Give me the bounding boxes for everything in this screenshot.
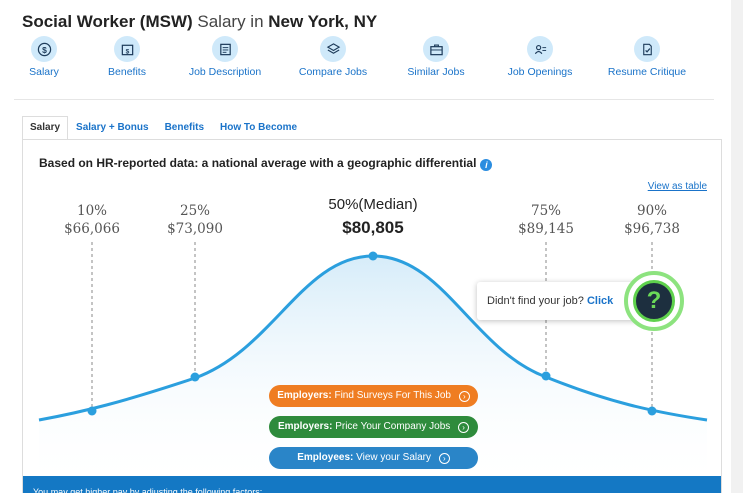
document-icon (212, 36, 238, 62)
p25-label: 25% (180, 203, 210, 219)
arrow-right-icon: › (438, 453, 450, 464)
tab-salary[interactable]: Salary (22, 116, 69, 140)
salary-distribution-chart: 10% $66,066 25% $73,090 50%(Median) $80,… (38, 196, 708, 490)
p90-value: $96,738 (624, 221, 680, 237)
nav-compare-jobs-label: Compare Jobs (298, 66, 368, 78)
p90-label: 90% (637, 203, 667, 219)
view-salary-text: View your Salary (356, 452, 431, 463)
dollar-icon: $ (31, 36, 57, 62)
p25-value: $73,090 (167, 221, 223, 237)
briefcase-icon (423, 36, 449, 62)
question-mark-icon: ? (633, 280, 675, 322)
price-jobs-bold: Employers: (277, 421, 333, 432)
p75-label: 75% (531, 203, 561, 219)
salary-tabs: Salary Salary + Bonus Benefits How To Be… (22, 116, 305, 140)
svg-text:$: $ (125, 48, 129, 55)
nav-resume-critique-label: Resume Critique (607, 66, 687, 78)
job-title: Social Worker (MSW) (22, 12, 193, 31)
svg-text:$: $ (42, 44, 47, 54)
nav-benefits[interactable]: $ Benefits (77, 36, 177, 79)
resume-check-icon (634, 36, 660, 62)
median-value: $80,805 (342, 218, 403, 237)
gift-icon: $ (114, 36, 140, 62)
popup-text: Didn't find your job? (487, 295, 584, 307)
find-surveys-bold: Employers: (277, 390, 332, 401)
nav-job-openings[interactable]: Job Openings (490, 36, 590, 79)
median-label: 50%(Median) (328, 196, 417, 213)
p10-label: 10% (77, 203, 107, 219)
nav-job-openings-label: Job Openings (507, 66, 573, 78)
nav-job-description-label: Job Description (188, 66, 262, 78)
location-text: New York, NY (268, 12, 378, 31)
p75-value: $89,145 (518, 221, 574, 237)
salary-in-text: Salary in (197, 12, 264, 31)
find-surveys-text: Find Surveys For This Job (334, 390, 451, 401)
median-point (368, 251, 378, 261)
popup-click-link[interactable]: Click (586, 295, 614, 307)
price-jobs-text: Price Your Company Jobs (335, 421, 451, 432)
salary-panel: Based on HR-reported data: a national av… (22, 139, 722, 493)
p10-value: $66,066 (64, 221, 120, 237)
vertical-scrollbar[interactable] (731, 0, 743, 493)
nav-resume-critique[interactable]: Resume Critique (597, 36, 697, 79)
tab-salary-bonus[interactable]: Salary + Bonus (76, 122, 149, 133)
p25-point (190, 372, 200, 382)
p10-point (87, 406, 97, 416)
nav-compare-jobs[interactable]: Compare Jobs (283, 36, 383, 79)
nav-similar-jobs-label: Similar Jobs (407, 66, 465, 78)
panel-heading-text: Based on HR-reported data: a national av… (39, 156, 477, 170)
curve-fill (39, 256, 707, 490)
top-navigation: $ Salary $ Benefits Job Description Comp… (14, 36, 714, 100)
nav-benefits-label: Benefits (108, 66, 146, 78)
nav-similar-jobs[interactable]: Similar Jobs (386, 36, 486, 79)
view-salary-button[interactable]: Employees: View your Salary › (269, 447, 478, 469)
help-button[interactable]: ? (624, 271, 684, 331)
tab-how-to-become[interactable]: How To Become (220, 122, 298, 133)
info-icon[interactable]: i (480, 159, 493, 171)
arrow-right-icon: › (458, 391, 470, 402)
layers-icon (320, 36, 346, 62)
p75-point (541, 371, 551, 381)
tab-benefits[interactable]: Benefits (164, 122, 205, 133)
view-as-table-link[interactable]: View as table (647, 181, 707, 192)
find-surveys-button[interactable]: Employers: Find Surveys For This Job › (269, 385, 478, 407)
page-title: Social Worker (MSW) Salary in New York, … (22, 12, 377, 32)
id-card-icon (527, 36, 553, 62)
price-jobs-button[interactable]: Employers: Price Your Company Jobs › (269, 416, 478, 438)
view-salary-bold: Employees: (297, 452, 354, 463)
nav-salary-label: Salary (29, 66, 59, 78)
p90-point (647, 406, 657, 416)
factors-bar: You may get higher pay by adjusting the … (23, 476, 721, 493)
panel-heading: Based on HR-reported data: a national av… (39, 156, 493, 171)
nav-job-description[interactable]: Job Description (175, 36, 275, 79)
nav-salary[interactable]: $ Salary (0, 36, 94, 79)
arrow-right-icon: › (458, 422, 470, 433)
